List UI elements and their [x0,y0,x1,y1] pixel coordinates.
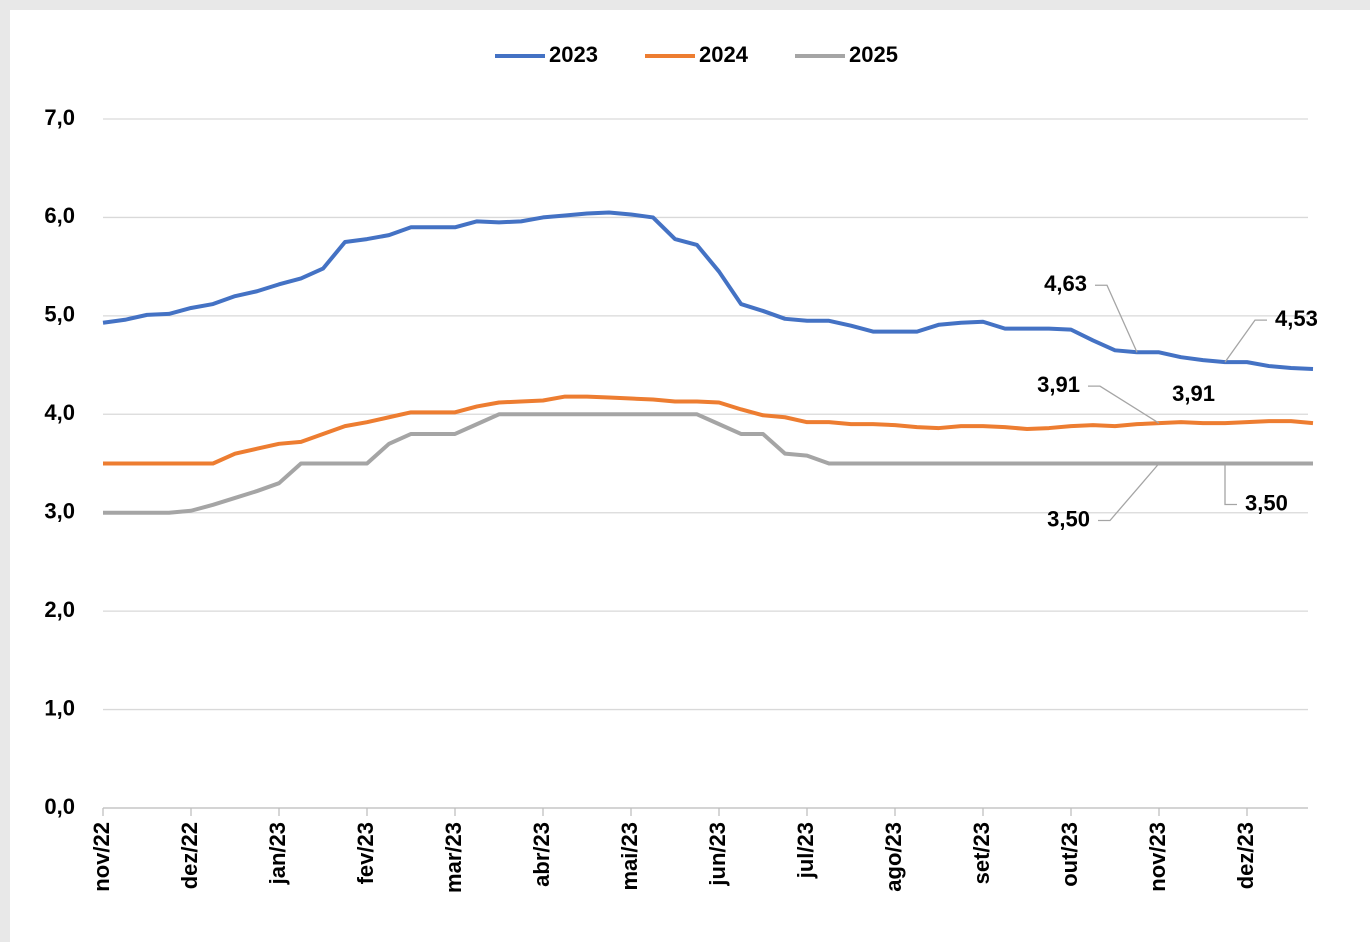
data-label: 3,91 [1037,372,1080,397]
x-tick-label: mar/23 [441,822,466,893]
x-tick-label: mai/23 [617,822,642,891]
leader-line [1088,385,1160,424]
y-tick-label: 6,0 [44,203,75,228]
x-tick-label: abr/23 [529,822,554,887]
leader-line [1224,463,1237,506]
x-tick-label: fev/23 [353,822,378,884]
chart-area [10,10,1370,942]
x-tick-label: jan/23 [265,822,290,885]
data-label: 3,50 [1245,490,1288,515]
series-line [103,394,1314,466]
y-tick-label: 0,0 [44,794,75,819]
legend-label: 2025 [849,42,898,67]
x-tick-label: dez/23 [1233,822,1258,889]
x-tick-label: nov/23 [1145,822,1170,892]
y-tick-label: 4,0 [44,400,75,425]
x-tick-label: ago/23 [881,822,906,892]
x-tick-label: dez/22 [177,822,202,889]
series-line [103,412,1313,515]
leader-line [1098,463,1160,522]
y-tick-label: 7,0 [44,105,75,130]
x-tick-label: nov/22 [89,822,114,892]
data-label: 3,50 [1047,506,1090,531]
y-tick-label: 2,0 [44,597,75,622]
y-tick-label: 3,0 [44,499,75,524]
x-tick-label: jul/23 [793,822,818,879]
legend-label: 2023 [549,42,598,67]
data-label: 4,63 [1044,271,1087,296]
y-tick-label: 1,0 [44,695,75,720]
x-tick-label: jun/23 [705,822,730,887]
legend-label: 2024 [699,42,749,67]
y-tick-label: 5,0 [44,302,75,327]
leader-line [1095,284,1138,353]
data-label: 4,53 [1275,306,1318,331]
x-tick-label: out/23 [1057,822,1082,887]
data-label: 3,91 [1172,381,1215,406]
leader-line [1224,319,1267,363]
series-line [102,210,1314,372]
x-tick-label: set/23 [969,822,994,884]
